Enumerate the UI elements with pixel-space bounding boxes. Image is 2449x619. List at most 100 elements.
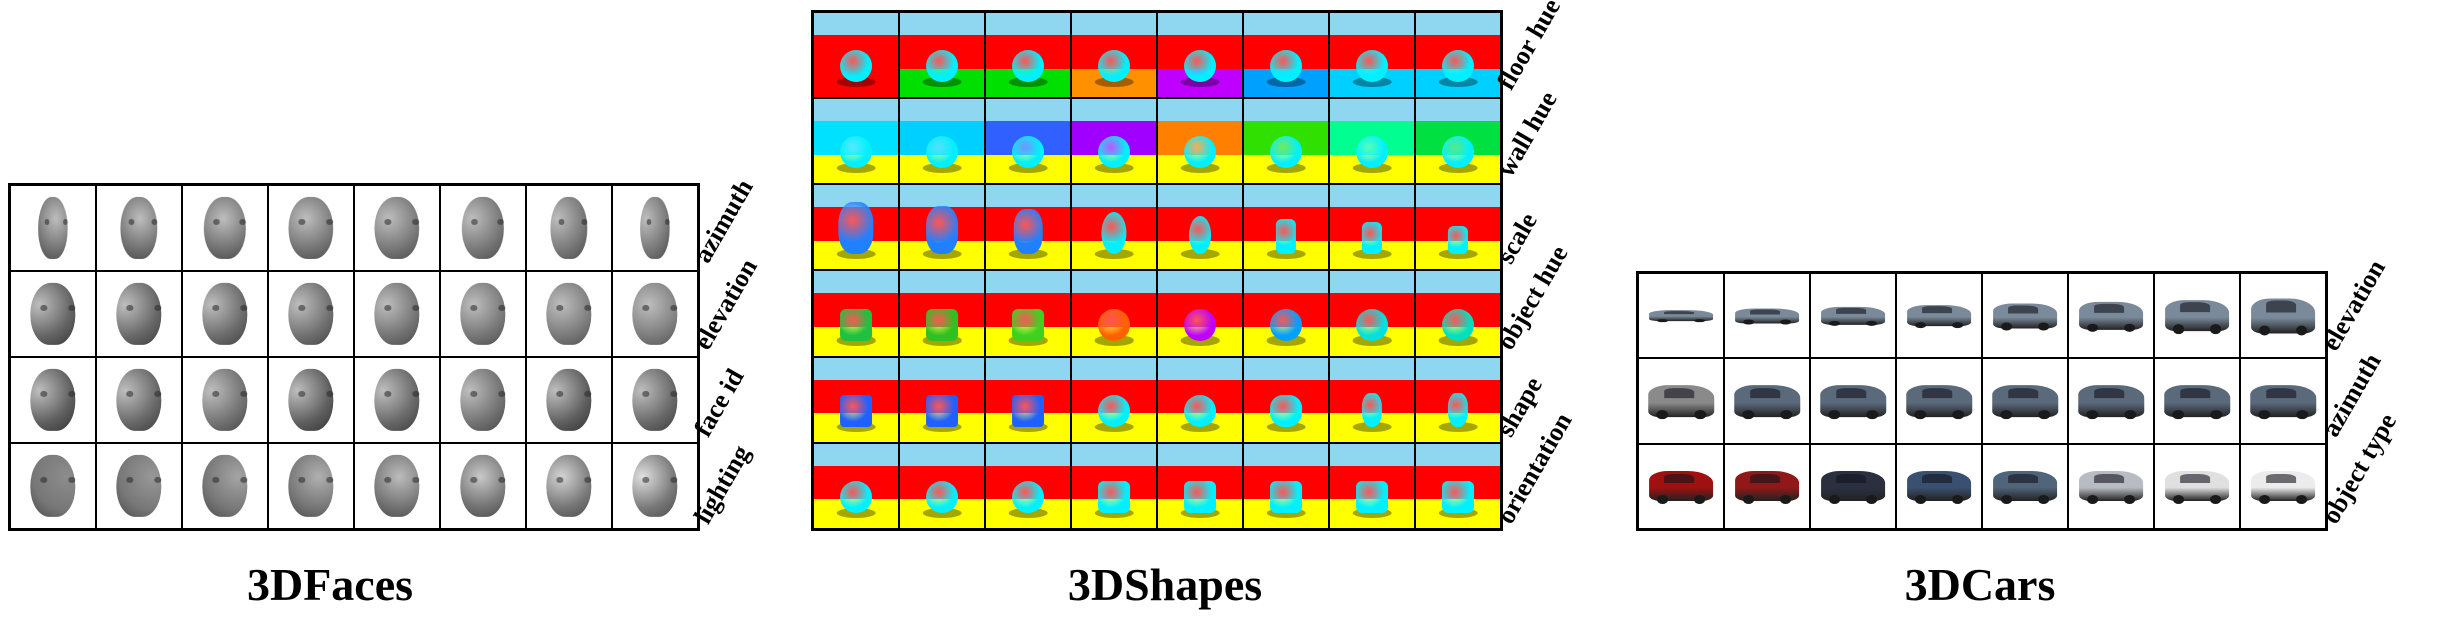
shapes-image-grid [811, 10, 1503, 531]
shape-image [1072, 357, 1156, 442]
shape-image [986, 99, 1070, 184]
face-image [355, 444, 439, 528]
shape-image [1416, 271, 1500, 356]
shape-image [814, 13, 898, 98]
face-image [441, 272, 525, 356]
face-image [441, 358, 525, 442]
shape-image [986, 443, 1070, 528]
face-image [183, 272, 267, 356]
face-image [613, 272, 697, 356]
face-image [441, 444, 525, 528]
car-image [2069, 274, 2153, 358]
shape-image [900, 13, 984, 98]
shape-image [1244, 357, 1328, 442]
shape-image [1158, 185, 1242, 270]
shape-image [1158, 13, 1242, 98]
shape-image [900, 99, 984, 184]
car-image [1639, 274, 1723, 358]
face-image [527, 358, 611, 442]
face-image [11, 186, 95, 270]
shape-image [814, 99, 898, 184]
shape-image [814, 271, 898, 356]
car-image [2241, 444, 2325, 528]
face-image [527, 272, 611, 356]
face-image [355, 272, 439, 356]
car-image [1983, 359, 2067, 443]
face-image [269, 272, 353, 356]
face-image [183, 186, 267, 270]
car-image [1897, 359, 1981, 443]
shape-image [1158, 443, 1242, 528]
face-image [269, 444, 353, 528]
shape-image [986, 271, 1070, 356]
shape-image [900, 443, 984, 528]
shape-image [1330, 443, 1414, 528]
face-image [355, 358, 439, 442]
car-image [1639, 359, 1723, 443]
cars-caption: 3DCars [1904, 559, 2056, 610]
shape-image [1330, 185, 1414, 270]
shapes-caption: 3DShapes [1067, 559, 1263, 610]
shape-image [814, 357, 898, 442]
face-image [269, 358, 353, 442]
car-image [2241, 274, 2325, 358]
face-image [97, 272, 181, 356]
car-image [1725, 359, 1809, 443]
face-image [355, 186, 439, 270]
car-image [2155, 274, 2239, 358]
shape-image [1330, 13, 1414, 98]
face-image [11, 444, 95, 528]
shape-image [1244, 13, 1328, 98]
faces-caption: 3DFaces [246, 559, 414, 610]
car-image [1897, 274, 1981, 358]
shape-image [814, 443, 898, 528]
car-image [1639, 444, 1723, 528]
face-image [97, 358, 181, 442]
face-image [183, 444, 267, 528]
car-image [1983, 444, 2067, 528]
face-image [97, 444, 181, 528]
face-image [11, 272, 95, 356]
face-image [613, 444, 697, 528]
face-image [11, 358, 95, 442]
shape-image [1244, 99, 1328, 184]
shape-image [1158, 99, 1242, 184]
shape-image [1072, 271, 1156, 356]
shape-image [1416, 185, 1500, 270]
face-image [613, 186, 697, 270]
shape-image [900, 357, 984, 442]
shape-image [1158, 271, 1242, 356]
car-image [1811, 444, 1895, 528]
face-image [527, 186, 611, 270]
shape-image [1330, 357, 1414, 442]
shape-image [1330, 271, 1414, 356]
car-image [2241, 359, 2325, 443]
shape-image [1416, 99, 1500, 184]
car-image [2069, 359, 2153, 443]
car-image [1811, 274, 1895, 358]
face-image [441, 186, 525, 270]
car-image [1725, 444, 1809, 528]
face-image [183, 358, 267, 442]
shape-image [1072, 99, 1156, 184]
car-image [1983, 274, 2067, 358]
shape-image [814, 185, 898, 270]
car-image [1725, 274, 1809, 358]
shape-image [1244, 185, 1328, 270]
car-image [2155, 359, 2239, 443]
shape-image [1244, 443, 1328, 528]
shape-image [986, 357, 1070, 442]
face-image [613, 358, 697, 442]
car-image [1811, 359, 1895, 443]
shape-image [1158, 357, 1242, 442]
car-image [1897, 444, 1981, 528]
shape-image [986, 13, 1070, 98]
shape-image [1072, 185, 1156, 270]
shape-image [1244, 271, 1328, 356]
shape-image [1330, 99, 1414, 184]
shape-image [1416, 13, 1500, 98]
face-image [97, 186, 181, 270]
shape-image [900, 185, 984, 270]
car-image [2155, 444, 2239, 528]
cars-image-grid [1636, 271, 2328, 531]
